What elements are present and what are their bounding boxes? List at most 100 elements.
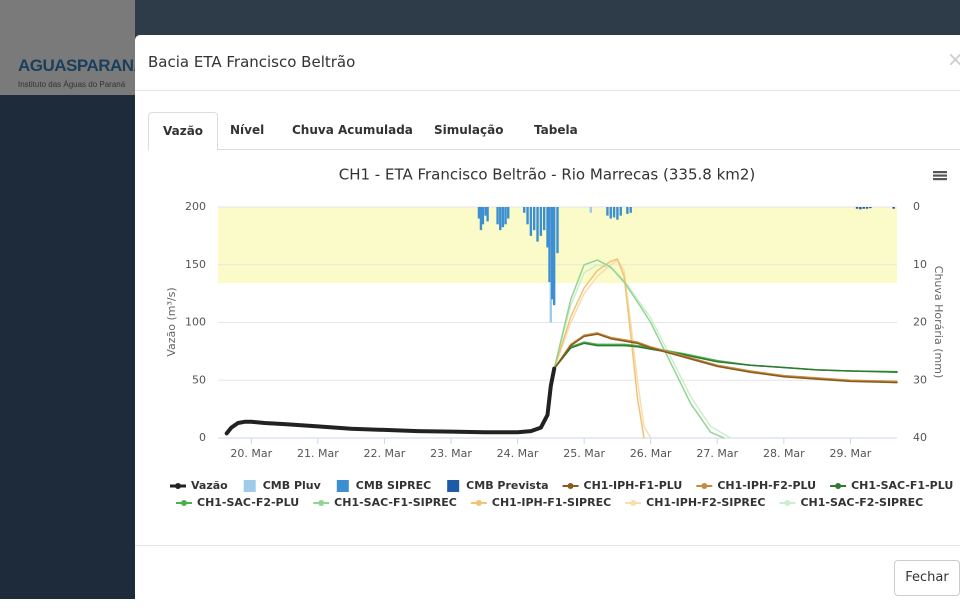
rain-bar <box>616 207 619 220</box>
legend-marker <box>175 483 181 489</box>
rain-bar <box>869 207 872 209</box>
y2-tick-label: 0 <box>913 200 920 213</box>
rain-bar <box>609 207 612 219</box>
page: AGUASPARANÁ Instituto das Águas do Paran… <box>0 0 960 599</box>
rain-bar <box>496 207 499 225</box>
legend-label: CH1-SAC-F1-PLU <box>851 479 953 492</box>
chart-title: CH1 - ETA Francisco Beltrão - Rio Marrec… <box>339 166 756 184</box>
rain-bar <box>606 207 609 216</box>
x-tick-label: 25. Mar <box>563 447 605 460</box>
modal-footer: Fechar <box>135 545 960 616</box>
tabs: Vazão Nível Chuva Acumulada Simulação Tabela <box>148 112 960 151</box>
legend-label: CH1-IPH-F1-SIPREC <box>492 496 611 509</box>
y-tick-label: 0 <box>199 431 206 444</box>
legend-label: CH1-IPH-F1-PLU <box>584 479 683 492</box>
x-tick-label: 28. Mar <box>763 447 805 460</box>
y-tick-label: 100 <box>185 316 206 329</box>
logo-subtitle: Instituto das Águas do Paraná <box>18 80 126 89</box>
y2-tick-label: 40 <box>913 431 927 444</box>
rain-bar <box>536 207 539 242</box>
rain-bar <box>855 207 859 209</box>
logo-title: AGUASPARANÁ <box>18 56 146 75</box>
legend-label: CMB Pluv <box>263 479 322 492</box>
rain-bar <box>862 207 865 209</box>
rain-bar <box>504 207 507 225</box>
rain-bar <box>526 207 529 225</box>
legend-symbol <box>243 480 256 492</box>
close-modal-button[interactable]: Fechar <box>894 560 960 596</box>
y2-tick-label: 10 <box>913 258 927 271</box>
x-tick-label: 29. Mar <box>830 447 872 460</box>
legend-label: CH1-SAC-F2-SIPREC <box>800 496 923 509</box>
tab[interactable]: Tabela <box>534 123 578 137</box>
menu-icon <box>933 171 947 174</box>
x-tick-label: 26. Mar <box>630 447 672 460</box>
x-tick-label: 20. Mar <box>230 447 272 460</box>
rain-bar <box>529 207 533 236</box>
rain-bar <box>549 207 553 323</box>
rain-bar <box>548 207 551 283</box>
rain-bar <box>589 207 592 213</box>
legend-label: CH1-SAC-F1-SIPREC <box>334 496 457 509</box>
y-tick-label: 150 <box>185 258 206 271</box>
rain-bar <box>542 207 546 231</box>
y-tick-label: 50 <box>192 373 206 386</box>
rain-bar <box>556 207 559 254</box>
rain-bar <box>892 207 895 209</box>
legend-label: CMB Prevista <box>466 479 548 492</box>
legend-symbol <box>447 480 460 492</box>
series-line <box>553 332 898 383</box>
rain-bar <box>612 207 616 218</box>
legend-marker <box>567 483 574 489</box>
close-button[interactable]: × <box>947 47 960 71</box>
tab[interactable]: Chuva Acumulada <box>292 123 413 137</box>
legend-label: CH1-IPH-F2-SIPREC <box>646 496 765 509</box>
rain-bar <box>499 207 502 231</box>
y2-tick-label: 20 <box>913 316 927 329</box>
rain-bar <box>507 207 510 219</box>
rain-bar <box>484 207 487 216</box>
tab[interactable]: Simulação <box>434 123 504 137</box>
x-tick-label: 23. Mar <box>430 447 472 460</box>
modal: Bacia ETA Francisco Beltrão × Vazão Nível… <box>135 35 960 615</box>
y2-tick-label: 30 <box>913 373 927 386</box>
map <box>0 95 135 599</box>
rain-bar <box>523 207 526 213</box>
menu-icon <box>933 178 947 181</box>
x-tick-label: 27. Mar <box>696 447 738 460</box>
rain-bar <box>501 207 505 228</box>
rain-bar <box>865 207 869 209</box>
tab[interactable]: Nível <box>230 123 265 137</box>
legend-label: Vazão <box>191 479 228 492</box>
x-tick-label: 21. Mar <box>297 447 339 460</box>
legend-label: CH1-IPH-F2-PLU <box>717 479 816 492</box>
x-tick-label: 24. Mar <box>497 447 539 460</box>
legend-marker <box>835 483 842 489</box>
rain-bar <box>629 207 632 213</box>
rain-bar <box>477 207 481 219</box>
series-line <box>553 259 725 439</box>
series-line <box>553 264 732 439</box>
tab[interactable]: Vazão <box>148 112 219 151</box>
logo: AGUASPARANÁ Instituto das Águas do Paran… <box>0 0 146 95</box>
rain-bar <box>486 207 489 222</box>
series-line <box>553 258 645 439</box>
y-axis-label: Vazão (m³/s) <box>165 287 178 356</box>
rain-bar <box>626 207 629 214</box>
x-tick-label: 22. Mar <box>364 447 406 460</box>
y-tick-label: 200 <box>185 200 206 213</box>
legend-marker <box>784 500 791 506</box>
menu-icon <box>933 174 947 177</box>
legend-label: CH1-SAC-F2-PLU <box>197 496 299 509</box>
legend-marker <box>630 500 637 506</box>
legend-symbol <box>336 480 349 492</box>
modal-title: Bacia ETA Francisco Beltrão <box>148 53 356 71</box>
chart: CH1 - ETA Francisco Beltrão - Rio Marrec… <box>165 166 953 510</box>
legend-label: CMB SIPREC <box>356 479 431 492</box>
series-line <box>224 366 557 436</box>
legend-marker <box>701 483 708 489</box>
series-line <box>553 333 898 384</box>
legend-marker <box>318 500 325 506</box>
rain-bar <box>539 207 543 236</box>
rain-bar <box>619 207 622 216</box>
